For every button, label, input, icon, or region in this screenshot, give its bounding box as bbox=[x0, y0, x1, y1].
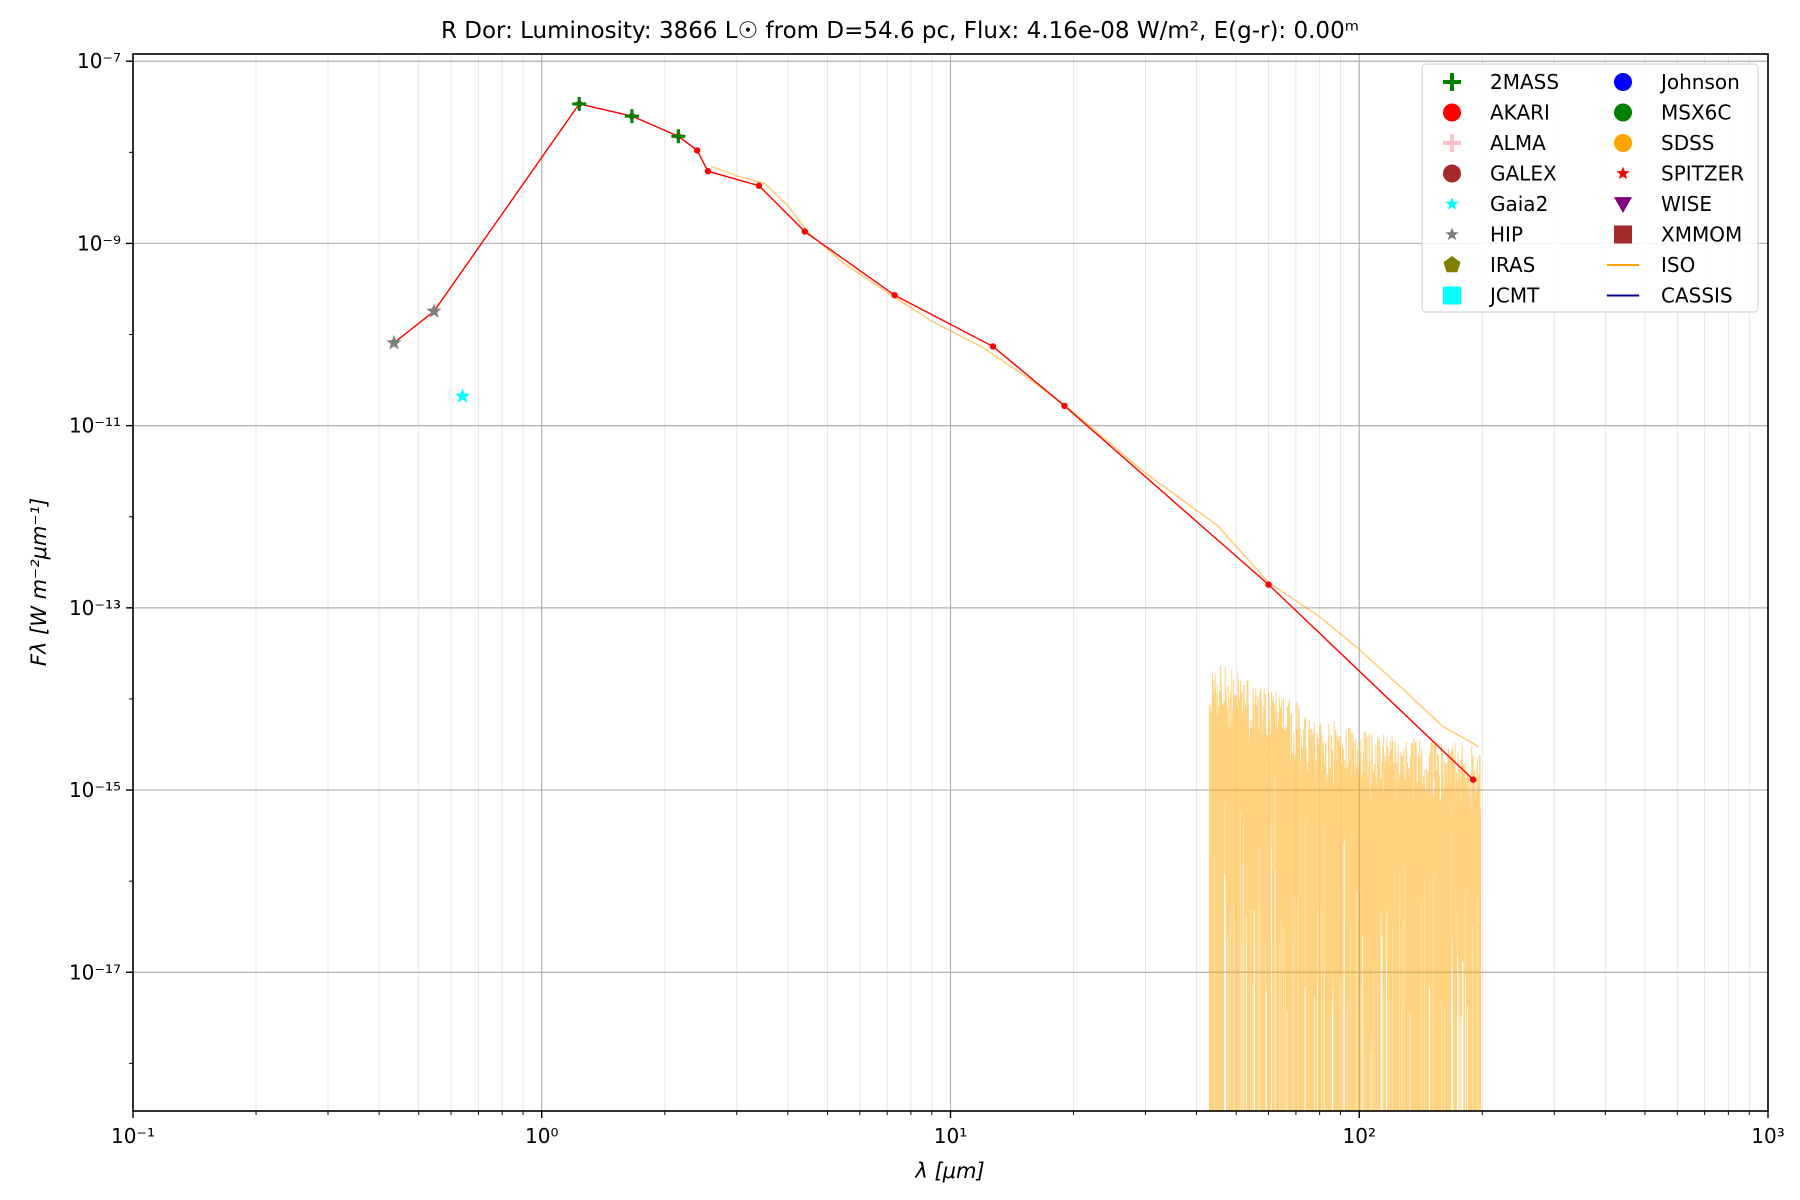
legend-label-iras: IRAS bbox=[1490, 253, 1535, 277]
y-tick-label: 10⁻¹⁵ bbox=[69, 778, 121, 802]
legend-label-hip: HIP bbox=[1490, 223, 1523, 247]
model-sed-point bbox=[755, 182, 763, 189]
data-layer bbox=[386, 96, 1482, 1111]
legend-label-cassis: CASSIS bbox=[1661, 284, 1733, 308]
iso-spectrum-line bbox=[711, 165, 1480, 748]
2mass-point bbox=[624, 109, 639, 124]
legend-label-wise: WISE bbox=[1661, 192, 1712, 216]
legend-marker-msx6c bbox=[1614, 103, 1632, 122]
legend-marker-gaia2 bbox=[1445, 197, 1459, 210]
iso-noise-spectrum bbox=[1208, 665, 1482, 1111]
x-tick-label: 10⁰ bbox=[525, 1124, 558, 1148]
legend-label-xmmom: XMMOM bbox=[1661, 223, 1742, 247]
legend-marker-jcmt bbox=[1443, 286, 1461, 305]
legend-marker-sdss bbox=[1614, 134, 1632, 152]
y-tick-label: 10⁻⁷ bbox=[77, 49, 121, 73]
x-axis-label: λ [μm] bbox=[914, 1159, 984, 1183]
y-tick-label: 10⁻⁹ bbox=[77, 231, 121, 255]
legend: 2MASS AKARI ALMA GALEX Gaia2 HIP IRAS JCMT Johns… bbox=[1421, 63, 1759, 313]
legend-label-sdss: SDSS bbox=[1661, 131, 1715, 155]
model-sed-point bbox=[801, 228, 808, 235]
model-sed-line bbox=[393, 103, 1474, 781]
model-sed-point bbox=[693, 147, 701, 154]
legend-label-iso: ISO bbox=[1661, 253, 1695, 277]
legend-marker-galex bbox=[1443, 164, 1461, 183]
legend-marker-2mass bbox=[1443, 73, 1461, 91]
legend-marker-johnson bbox=[1614, 73, 1632, 91]
legend-marker-spitzer bbox=[1616, 166, 1630, 180]
2mass-point bbox=[671, 129, 686, 144]
legend-marker-alma bbox=[1443, 134, 1461, 152]
legend-label-akari: AKARI bbox=[1490, 101, 1550, 125]
legend-label-msx6c: MSX6C bbox=[1661, 101, 1731, 125]
legend-label-alma: ALMA bbox=[1490, 131, 1546, 155]
hip-point bbox=[426, 303, 442, 318]
y-tick-label: 10⁻¹⁷ bbox=[69, 960, 121, 984]
y-axis-label: Fλ [W m⁻²μm⁻¹] bbox=[27, 498, 51, 666]
x-tick-label: 10⁻¹ bbox=[111, 1124, 155, 1148]
legend-label-jcmt: JCMT bbox=[1488, 284, 1540, 308]
gaia2-point bbox=[454, 388, 471, 403]
y-tick-label: 10⁻¹³ bbox=[69, 596, 121, 620]
x-tick-label: 10¹ bbox=[934, 1124, 967, 1148]
model-sed-point bbox=[1469, 776, 1477, 783]
legend-box bbox=[1421, 63, 1759, 313]
model-sed-point bbox=[704, 168, 712, 175]
legend-marker-xmmom bbox=[1614, 225, 1632, 244]
model-sed-point bbox=[891, 292, 898, 299]
chart-title: R Dor: Luminosity: 3866 L☉ from D=54.6 p… bbox=[441, 18, 1359, 44]
y-tick-label: 10⁻¹¹ bbox=[69, 414, 121, 438]
x-tick-label: 10² bbox=[1343, 1124, 1376, 1148]
hip-point bbox=[386, 334, 402, 350]
model-sed-point bbox=[1265, 581, 1272, 588]
2mass-point bbox=[572, 96, 587, 111]
legend-marker-akari bbox=[1443, 103, 1461, 122]
legend-marker-wise bbox=[1614, 197, 1632, 213]
legend-label-galex: GALEX bbox=[1490, 162, 1557, 186]
x-tick-label: 10³ bbox=[1751, 1124, 1784, 1148]
model-sed-point bbox=[1061, 402, 1068, 410]
legend-label-johnson: Johnson bbox=[1659, 70, 1740, 94]
model-sed-point bbox=[989, 343, 997, 350]
legend-label-spitzer: SPITZER bbox=[1661, 162, 1744, 186]
legend-marker-iras bbox=[1443, 256, 1461, 273]
legend-label-2mass: 2MASS bbox=[1490, 70, 1559, 94]
legend-marker-hip bbox=[1445, 227, 1459, 241]
tick-layer: 10⁻¹ 10⁰ 10¹ 10² 10³ 10⁻⁷ 10⁻⁹ 10⁻¹¹ 10⁻¹³ 10⁻¹⁵ 1… bbox=[69, 49, 1785, 1148]
legend-label-gaia2: Gaia2 bbox=[1490, 192, 1548, 216]
